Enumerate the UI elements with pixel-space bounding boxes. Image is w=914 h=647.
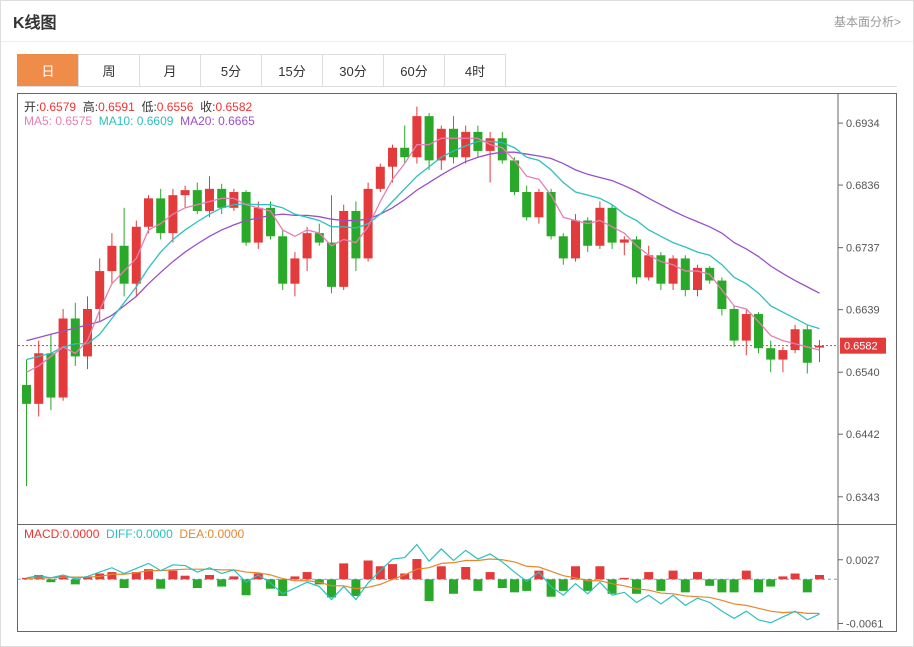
- tab-日[interactable]: 日: [17, 54, 79, 86]
- svg-text:0.6934: 0.6934: [846, 118, 880, 130]
- svg-text:0.6836: 0.6836: [846, 180, 880, 192]
- svg-text:0.0027: 0.0027: [846, 555, 880, 567]
- macd-readout: MACD:0.0000 DIFF:0.0000 DEA:0.0000: [24, 527, 251, 541]
- header: K线图 基本面分析>: [1, 1, 913, 42]
- svg-text:0.6343: 0.6343: [846, 492, 880, 504]
- tab-4时[interactable]: 4时: [444, 54, 506, 86]
- page-title: K线图: [13, 9, 57, 33]
- ohlc-readout: 开:0.6579 高:0.6591 低:0.6556 收:0.6582: [24, 98, 259, 115]
- macd-panel: MACD:0.0000 DIFF:0.0000 DEA:0.0000 -0.00…: [17, 525, 897, 632]
- svg-text:0.6540: 0.6540: [846, 367, 880, 379]
- svg-text:-0.0061: -0.0061: [846, 618, 883, 630]
- tab-周[interactable]: 周: [78, 54, 140, 86]
- tab-15分[interactable]: 15分: [261, 54, 323, 86]
- chart-container: K线图 基本面分析> 日周月5分15分30分60分4时 开:0.6579 高:0…: [0, 0, 914, 647]
- tab-5分[interactable]: 5分: [200, 54, 262, 86]
- svg-text:0.6442: 0.6442: [846, 429, 880, 441]
- tab-月[interactable]: 月: [139, 54, 201, 86]
- svg-text:0.6737: 0.6737: [846, 243, 880, 255]
- price-chart-panel: 开:0.6579 高:0.6591 低:0.6556 收:0.6582 MA5:…: [17, 93, 897, 525]
- timeframe-tabs: 日周月5分15分30分60分4时: [17, 54, 897, 87]
- svg-text:0.6582: 0.6582: [844, 341, 878, 353]
- tab-60分[interactable]: 60分: [383, 54, 445, 86]
- ma-readout: MA5: 0.6575 MA10: 0.6609 MA20: 0.6665: [24, 114, 262, 128]
- tab-30分[interactable]: 30分: [322, 54, 384, 86]
- fundamental-link[interactable]: 基本面分析>: [834, 13, 901, 30]
- candlestick-chart: 0.6343 0.6442 0.6540 0.6639 0.6737 0.6836 0.69…: [18, 94, 888, 524]
- svg-text:0.6639: 0.6639: [846, 305, 880, 317]
